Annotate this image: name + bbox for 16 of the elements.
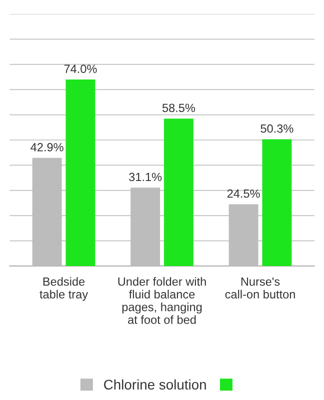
bar: [262, 139, 292, 266]
x-tick-label: Nurse's call-on button: [225, 278, 295, 298]
data-label: 50.3%: [260, 124, 294, 133]
bar: [66, 80, 96, 266]
data-label: 74.0%: [64, 64, 97, 74]
data-label: 58.5%: [162, 104, 196, 112]
x-tick-label: Under folder with fluid balance pages, hanging at foot of bed: [118, 277, 206, 324]
bar: [228, 204, 258, 266]
legend-label: Chlorine solution: [104, 379, 206, 390]
bar: [130, 188, 160, 266]
bar: [164, 118, 194, 266]
x-tick-label: Bedside table tray: [40, 277, 88, 301]
data-label: 42.9%: [30, 143, 64, 152]
data-label: 24.5%: [227, 189, 260, 198]
bar: [32, 158, 62, 266]
data-label: 31.1%: [129, 172, 162, 182]
